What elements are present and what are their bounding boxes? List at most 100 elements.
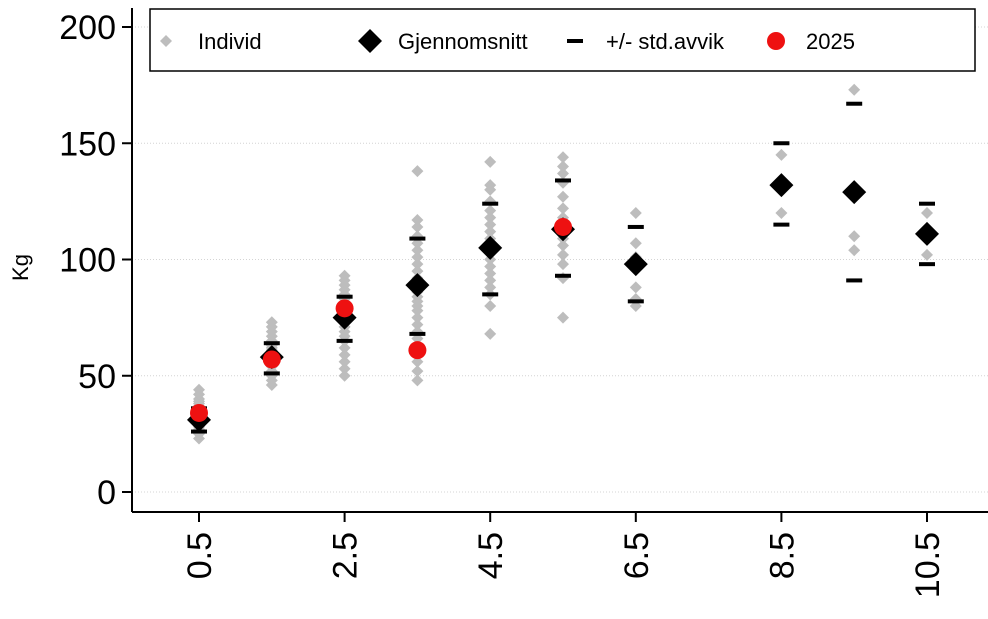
individual-point [484,274,497,287]
legend-label: Individ [198,29,262,54]
individual-point [484,225,497,238]
mean-marker [405,273,430,298]
sd-marker [555,273,571,278]
individual-point [921,248,933,261]
sd-marker [773,222,790,227]
y-tick-label: 50 [78,358,116,396]
legend-label: 2025 [806,29,855,54]
sd-marker [409,331,426,336]
legend: Individ Gjennomsnitt +/- std.avvik 2025 [149,8,976,72]
sd-marker [336,294,353,299]
y-tick-label: 200 [59,9,116,47]
individual-point [848,244,861,257]
individual-point [193,383,205,396]
mean-marker [769,173,794,198]
sd-marker [627,224,644,229]
individual-point [338,369,351,382]
legend-label: Gjennomsnitt [398,29,528,54]
current-year-point [190,403,208,422]
individual-point [557,151,569,164]
individual-point [775,148,788,161]
individual-point [484,155,497,168]
legend-mean-icon [358,29,382,53]
individual-point [338,269,351,282]
individual-point [338,348,351,361]
individual-point [338,355,351,368]
individual-point [411,220,424,233]
individual-point [557,202,569,215]
individual-point [265,316,278,329]
individual-point [848,230,861,243]
individual-point [411,213,424,226]
mean-marker [623,252,648,277]
individual-point [484,260,497,273]
individual-point [484,211,497,224]
individual-point [411,265,424,278]
individual-point [484,204,497,217]
individual-point [338,362,351,375]
current-year-point [262,350,281,369]
x-tick-label: 6.5 [618,532,656,579]
individual-point [484,179,497,192]
sd-marker [919,262,935,267]
individual-point [557,258,569,271]
sd-marker [846,278,863,283]
individual-point [557,311,569,324]
individual-point [848,83,861,96]
individual-point [557,248,569,261]
individual-point [484,327,497,340]
mean-marker [842,180,867,205]
individual-point [411,365,424,378]
x-tick-label: 2.5 [327,532,365,579]
individual-point [484,267,497,280]
y-tick-label: 150 [59,125,116,163]
sd-marker [846,101,863,106]
individual-point [411,311,424,324]
individual-point [921,207,933,219]
individual-point [338,341,351,354]
individual-point [557,190,569,203]
individual-point [411,318,424,331]
sd-marker [919,201,935,206]
y-tick-label: 0 [97,474,116,512]
individual-point [411,251,424,264]
sd-marker [336,338,353,343]
sd-marker [409,236,426,241]
sd-marker [482,292,499,297]
data-points [187,83,939,445]
x-tick-label: 0.5 [181,532,219,579]
sd-marker [627,299,644,304]
sd-marker [482,201,499,206]
individual-point [411,165,424,178]
current-year-point [554,217,572,236]
individual-point [557,239,569,252]
individual-point [484,300,497,312]
mean-marker [915,221,939,246]
x-tick-label: 8.5 [763,532,801,579]
individual-point [557,160,569,173]
sd-marker [555,178,571,183]
individual-point [775,207,788,219]
sd-marker [263,371,280,376]
legend-individual-icon [160,35,172,47]
individual-point [411,258,424,271]
individual-point [484,218,497,231]
current-year-point [335,299,354,318]
mean-marker [478,235,503,260]
legend-label: +/- std.avvik [606,29,725,54]
individual-point [484,281,497,294]
y-tick-label: 100 [59,242,116,280]
x-tick-label: 4.5 [472,532,510,579]
legend-current-year-icon [767,32,785,50]
x-tick-label: 10.5 [909,532,947,598]
individual-point [557,167,569,180]
individual-point [411,244,424,257]
sd-marker [263,341,280,346]
sd-marker [773,141,790,146]
individual-point [629,207,642,219]
legend-sd-icon [567,39,583,43]
legend-box [149,8,976,72]
current-year-point [408,341,427,360]
